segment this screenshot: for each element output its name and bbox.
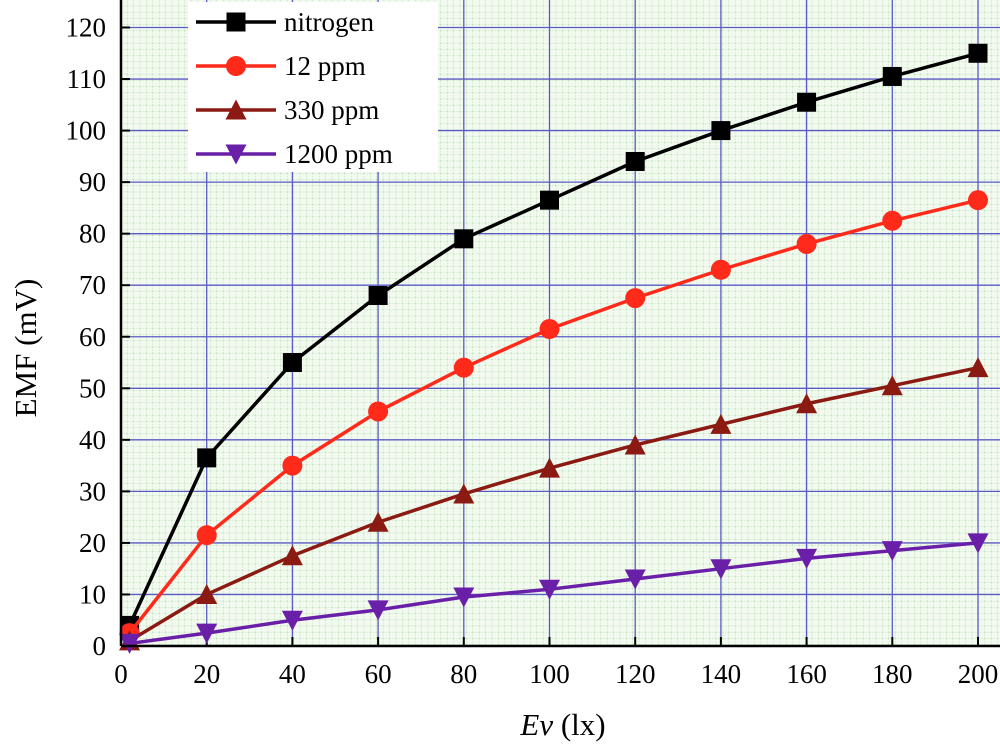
data-point	[368, 401, 389, 422]
data-point	[539, 579, 560, 600]
series-layer	[119, 43, 989, 654]
x-tick-label: 20	[193, 659, 220, 689]
data-point	[282, 353, 302, 373]
y-axis-title: EMF (mV)	[8, 279, 43, 418]
x-tick-label: 160	[786, 659, 827, 689]
data-point	[625, 288, 646, 309]
data-point	[881, 375, 903, 396]
x-tick-label: 40	[279, 659, 306, 689]
series-3	[119, 533, 989, 654]
x-tick-label: 120	[615, 659, 656, 689]
data-point	[281, 610, 303, 631]
data-point	[881, 541, 903, 562]
data-point	[796, 548, 818, 569]
y-axis-ticks: 0 10 20 30 40 50 60 70 80 90 100 110 120	[66, 13, 130, 661]
y-tick-label: 110	[67, 64, 107, 94]
legend-label: nitrogen	[284, 7, 374, 37]
y-tick-label: 80	[79, 219, 106, 249]
data-point	[539, 457, 560, 478]
x-axis-unit: (lx)	[553, 707, 606, 742]
data-point	[282, 455, 303, 476]
legend-label: 1200 ppm	[284, 139, 393, 169]
y-tick-label: 50	[79, 373, 106, 403]
data-point	[796, 233, 817, 254]
data-point	[119, 633, 141, 654]
legend-marker	[226, 12, 246, 32]
legend-marker	[225, 144, 247, 165]
data-point	[368, 286, 388, 306]
data-point	[967, 357, 989, 378]
data-point	[367, 511, 389, 532]
y-tick-label: 120	[66, 13, 107, 43]
data-point	[196, 623, 218, 644]
data-point	[624, 434, 646, 455]
data-point	[710, 259, 731, 280]
y-tick-label: 10	[79, 579, 106, 609]
data-point	[197, 448, 217, 468]
y-tick-label: 40	[79, 425, 106, 455]
y-tick-label: 30	[79, 476, 106, 506]
legend-label: 12 ppm	[284, 51, 366, 81]
data-point	[367, 600, 389, 621]
x-tick-label: 80	[450, 659, 477, 689]
series-1	[119, 190, 988, 644]
data-point	[453, 483, 475, 504]
data-point	[196, 525, 217, 546]
series-2	[119, 357, 989, 651]
x-axis-variable: Ev	[519, 707, 553, 742]
legend-item: 12 ppm	[196, 51, 366, 81]
y-tick-label: 20	[79, 528, 106, 558]
data-point	[710, 559, 732, 580]
data-point	[196, 583, 218, 604]
data-point	[796, 393, 818, 414]
y-tick-label: 60	[79, 322, 106, 352]
data-point	[967, 533, 989, 554]
x-axis-title: Ev (lx)	[519, 707, 605, 742]
data-point	[882, 66, 902, 86]
data-point	[539, 319, 560, 340]
y-tick-label: 90	[79, 167, 106, 197]
data-point	[968, 43, 988, 63]
y-tick-label: 0	[93, 631, 107, 661]
data-point	[454, 229, 474, 249]
data-point	[453, 587, 475, 608]
data-point	[625, 152, 645, 172]
data-point	[624, 569, 646, 590]
data-point	[882, 210, 903, 231]
x-tick-label: 100	[529, 659, 570, 689]
data-point	[540, 190, 559, 210]
x-tick-label: 140	[701, 659, 742, 689]
y-tick-label: 70	[79, 270, 106, 300]
legend-label: 330 ppm	[284, 95, 379, 125]
data-point	[710, 413, 732, 434]
legend-item: 330 ppm	[196, 95, 379, 125]
x-tick-label: 60	[365, 659, 392, 689]
data-point	[281, 545, 303, 566]
data-point	[711, 121, 731, 141]
x-axis-ticks: 0 20 40 60 80 100 120 140 160 180 200	[114, 637, 998, 689]
legend-item: nitrogen	[196, 7, 374, 37]
data-point	[968, 190, 988, 211]
x-tick-label: 180	[872, 659, 913, 689]
data-point	[453, 357, 474, 378]
legend-item: 1200 ppm	[196, 139, 393, 169]
legend-marker	[225, 99, 247, 120]
x-tick-label: 0	[114, 659, 128, 689]
legend: nitrogen 12 ppm 330 ppm 1200 ppm	[188, 2, 438, 172]
data-point	[797, 92, 817, 112]
legend-marker	[226, 56, 246, 76]
x-tick-label: 200	[958, 659, 999, 689]
y-tick-label: 100	[66, 116, 107, 146]
